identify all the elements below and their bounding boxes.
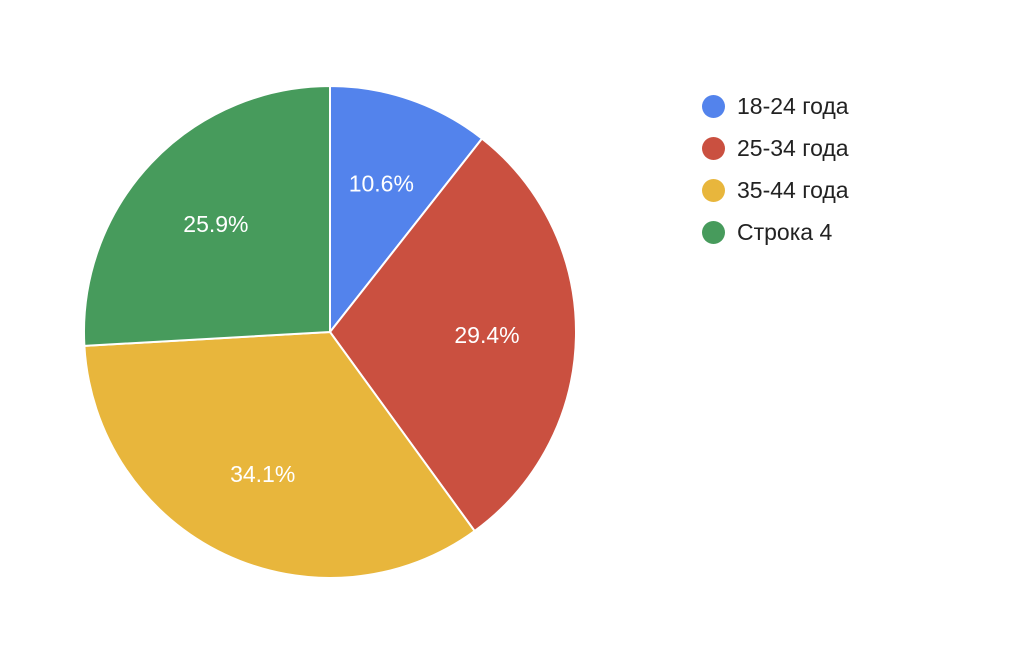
legend-item-35-44[interactable]: 35-44 года	[702, 169, 849, 211]
legend-label: 35-44 года	[737, 176, 849, 203]
legend-label: 18-24 года	[737, 92, 849, 119]
pie-slice-1[interactable]	[329, 85, 483, 333]
pie-slice-labels: 10.6% 29.4% 34.1% 25.9%	[183, 171, 519, 487]
legend-item-25-34[interactable]: 25-34 года	[702, 127, 849, 169]
legend-label: Строка 4	[737, 218, 833, 245]
pie-slice-label-1: 10.6%	[349, 171, 414, 197]
pie-slice-label-3: 34.1%	[230, 461, 295, 487]
chart-legend: 18-24 года 25-34 года 35-44 года Строка …	[702, 85, 849, 253]
pie-slice-3[interactable]	[83, 331, 476, 580]
legend-label: 25-34 года	[737, 134, 849, 161]
pie-slice-label-2: 29.4%	[454, 322, 519, 348]
pie-slice-label-4: 25.9%	[183, 211, 248, 237]
legend-swatch-icon	[702, 94, 725, 118]
legend-item-row-4[interactable]: Строка 4	[702, 211, 849, 253]
pie-slices	[82, 85, 577, 580]
legend-swatch-icon	[702, 220, 725, 244]
legend-swatch-icon	[702, 178, 725, 202]
legend-item-18-24[interactable]: 18-24 года	[702, 85, 849, 127]
legend-swatch-icon	[702, 136, 725, 160]
pie-slice-2[interactable]	[329, 137, 577, 533]
pie-slice-4[interactable]	[82, 85, 331, 347]
